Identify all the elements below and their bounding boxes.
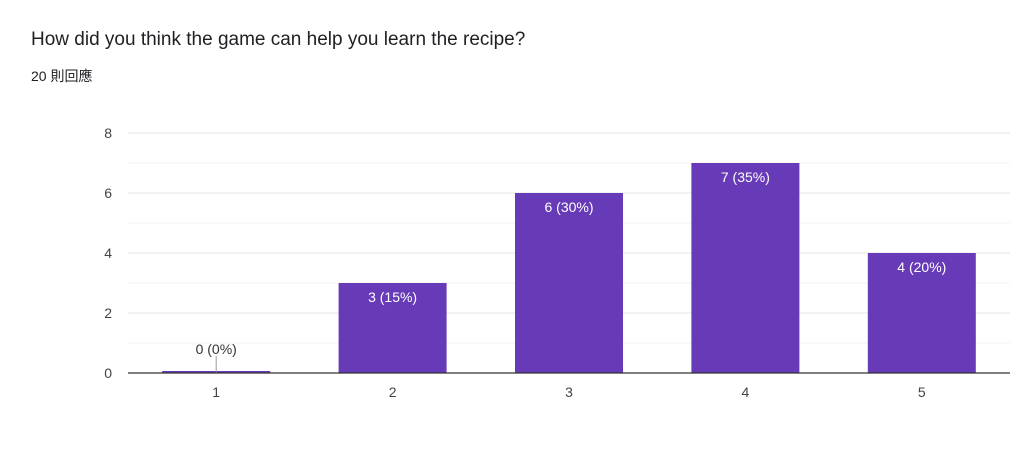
x-tick-label: 1 xyxy=(212,384,220,400)
x-tick-label: 3 xyxy=(565,384,573,400)
data-label: 4 (20%) xyxy=(897,259,946,275)
bar xyxy=(867,253,976,373)
response-count: 20 則回應 xyxy=(31,68,93,84)
bar xyxy=(515,193,623,373)
x-tick-label: 2 xyxy=(389,384,397,400)
data-label: 6 (30%) xyxy=(544,199,593,215)
x-tick-label: 5 xyxy=(918,384,926,400)
y-tick-label: 4 xyxy=(104,245,112,261)
data-label: 3 (15%) xyxy=(368,289,417,305)
y-tick-label: 2 xyxy=(104,305,112,321)
data-label: 7 (35%) xyxy=(721,169,770,185)
data-label: 0 (0%) xyxy=(196,341,237,357)
question-title: How did you think the game can help you … xyxy=(31,29,526,50)
bar xyxy=(338,283,447,373)
x-tick-label: 4 xyxy=(742,384,750,400)
y-tick-label: 0 xyxy=(104,365,112,381)
y-tick-label: 6 xyxy=(104,185,112,201)
y-tick-label: 8 xyxy=(104,125,112,141)
bar xyxy=(691,163,800,373)
